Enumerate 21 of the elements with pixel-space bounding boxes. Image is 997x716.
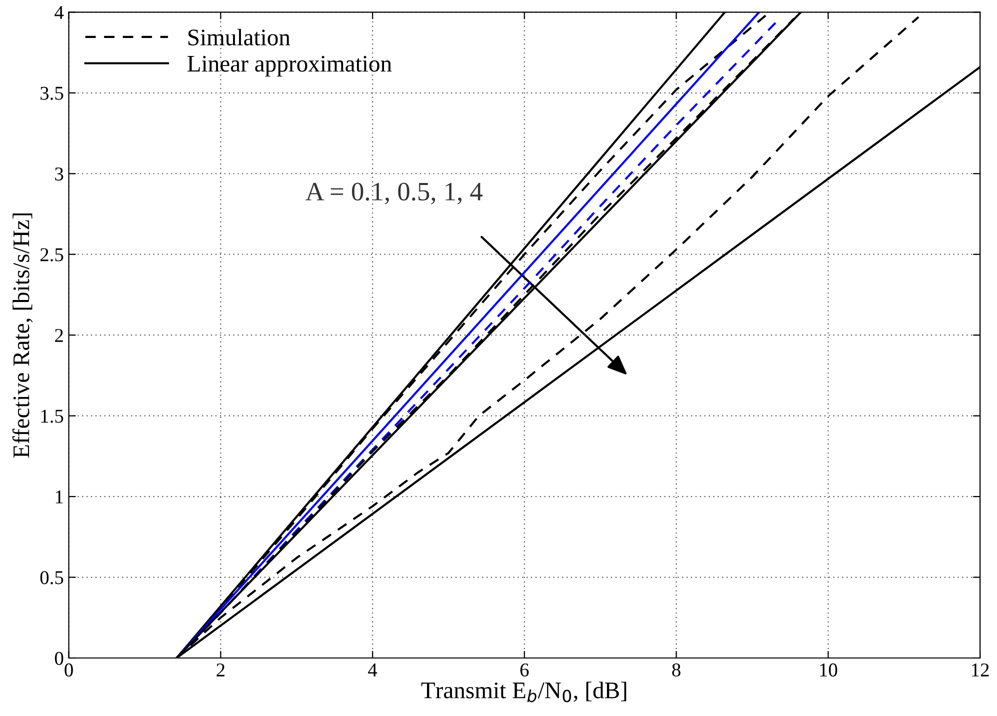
annotation: A = 0.1, 0.5, 1, 4 (306, 182, 483, 204)
y-tick-label: 1 (56, 490, 63, 504)
y-tick-label: 2 (55, 328, 63, 342)
y-tick-label: 1.5 (41, 410, 64, 423)
y-tick-label: 0.5 (40, 571, 64, 584)
legend-label: Linear approximation (188, 56, 392, 77)
x-axis-title: Transmit E$_{b}$/N$_{0}$, [dB] (421, 682, 626, 702)
x-tick-label: 8 (672, 663, 680, 677)
y-tick-label: 3.5 (40, 86, 64, 100)
y-tick-label: 3 (55, 168, 64, 181)
y-tick-label: 2.5 (40, 248, 64, 262)
x-tick-label: 6 (520, 663, 529, 677)
x-tick-label: 2 (216, 663, 224, 676)
x-tick-label: 0 (64, 663, 73, 677)
y-axis-title: Effective Rate, [bits/s/Hz] (12, 213, 33, 458)
x-tick-label: 10 (820, 663, 838, 677)
x-tick-label: 4 (368, 664, 378, 676)
legend-label: Simulation (188, 28, 290, 46)
y-tick-label: 0 (54, 652, 64, 665)
x-tick-label: 12 (972, 663, 989, 676)
y-tick-label: 4 (54, 6, 64, 19)
